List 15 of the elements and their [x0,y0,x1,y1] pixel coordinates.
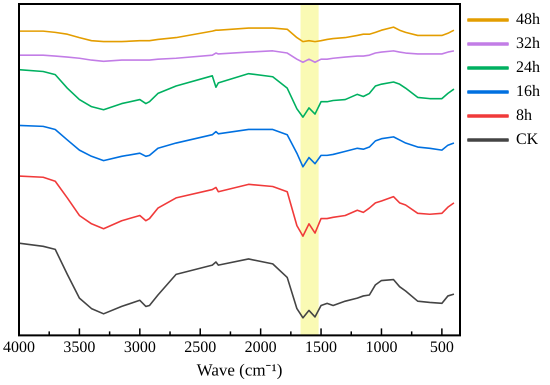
x-tick-label: 500 [430,339,454,356]
legend-label: 16h [516,83,540,100]
legend-label: 24h [516,59,540,76]
x-axis-title: Wave (cm⁻¹) [196,360,282,380]
x-tick-label: 3000 [124,339,156,356]
legend-label: 8h [516,107,532,124]
x-tick-label: 1000 [365,339,398,356]
x-tick-label: 3500 [63,339,96,356]
legend-label: 48h [516,11,540,28]
x-tick-label: 2000 [244,339,277,356]
x-tick-label: 2500 [184,339,216,356]
legend-label: CK [516,131,539,148]
x-tick-label: 1500 [305,339,338,356]
legend-label: 32h [516,35,540,52]
x-tick-label: 4000 [3,339,35,356]
